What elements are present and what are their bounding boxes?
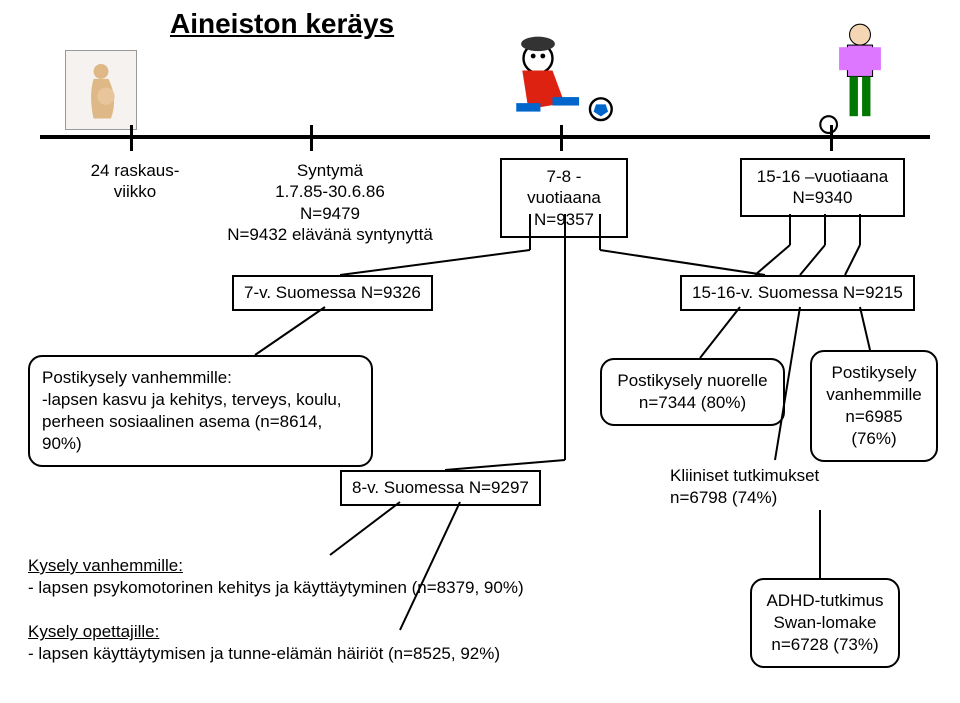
- stage-7-8y: 7-8 -vuotiaana N=9357: [500, 158, 628, 238]
- box-text: 15-16-v. Suomessa N=9215: [692, 283, 903, 302]
- illustration-teen-soccer: [800, 20, 920, 135]
- box-line: n=6985 (76%): [845, 407, 902, 448]
- box-line: Swan-lomake: [774, 613, 877, 632]
- block-queries: Kysely vanhemmille: - lapsen psykomotori…: [28, 555, 568, 665]
- block-line: - lapsen käyttäytymisen ja tunne-elämän …: [28, 644, 500, 663]
- box-text: 7-v. Suomessa N=9326: [244, 283, 421, 302]
- box-parents-survey-2: Postikysely vanhemmille n=6985 (76%): [810, 350, 938, 462]
- box-line: -lapsen kasvu ja kehitys, terveys, koulu…: [42, 390, 342, 409]
- stage-15-16y: 15-16 –vuotiaana N=9340: [740, 158, 905, 217]
- illustration-pregnancy: [65, 50, 137, 130]
- stage-line: 15-16 –vuotiaana: [757, 167, 888, 186]
- stage-line: N=9357: [534, 210, 594, 229]
- box-line: perheen sosiaalinen asema (n=8614, 90%): [42, 412, 322, 453]
- stage-pregnancy: 24 raskaus- viikko: [60, 160, 210, 203]
- stage-line: N=9479: [300, 204, 360, 223]
- timeline-tick-1: [130, 125, 133, 151]
- box-parents-survey-1: Postikysely vanhemmille: -lapsen kasvu j…: [28, 355, 373, 467]
- box-line: n=6728 (73%): [771, 635, 878, 654]
- illustration-child-soccer: [480, 35, 625, 135]
- timeline-tick-2: [310, 125, 313, 151]
- box-line: Postikysely vanhemmille:: [42, 368, 232, 387]
- stage-line: N=9432 elävänä syntynyttä: [227, 225, 433, 244]
- box-8v-finland: 8-v. Suomessa N=9297: [340, 470, 541, 506]
- box-adhd: ADHD-tutkimus Swan-lomake n=6728 (73%): [750, 578, 900, 668]
- box-line: vanhemmille: [826, 385, 921, 404]
- stage-line: 24 raskaus-: [91, 161, 180, 180]
- block-line: Kysely opettajille:: [28, 622, 159, 641]
- page-title: Aineiston keräys: [170, 8, 394, 40]
- block-clinical-studies: Kliiniset tutkimukset n=6798 (74%): [670, 465, 819, 509]
- block-line: Kliiniset tutkimukset: [670, 466, 819, 485]
- box-1516v-finland: 15-16-v. Suomessa N=9215: [680, 275, 915, 311]
- stage-birth: Syntymä 1.7.85-30.6.86 N=9479 N=9432 elä…: [215, 160, 445, 245]
- stage-line: Syntymä: [297, 161, 363, 180]
- stage-line: viikko: [114, 182, 157, 201]
- box-line: Postikysely: [831, 363, 916, 382]
- stage-line: 1.7.85-30.6.86: [275, 182, 385, 201]
- box-line: n=7344 (80%): [639, 393, 746, 412]
- box-line: Postikysely nuorelle: [617, 371, 767, 390]
- stage-line: 7-8 -vuotiaana: [527, 167, 601, 207]
- timeline-tick-4: [830, 125, 833, 151]
- block-line: - lapsen psykomotorinen kehitys ja käytt…: [28, 578, 524, 597]
- box-text: 8-v. Suomessa N=9297: [352, 478, 529, 497]
- timeline-axis: [40, 135, 930, 139]
- timeline-tick-3: [560, 125, 563, 151]
- stage-line: N=9340: [792, 188, 852, 207]
- block-line: n=6798 (74%): [670, 488, 777, 507]
- box-youth-survey: Postikysely nuorelle n=7344 (80%): [600, 358, 785, 426]
- box-line: ADHD-tutkimus: [766, 591, 883, 610]
- box-7v-finland: 7-v. Suomessa N=9326: [232, 275, 433, 311]
- block-line: Kysely vanhemmille:: [28, 556, 183, 575]
